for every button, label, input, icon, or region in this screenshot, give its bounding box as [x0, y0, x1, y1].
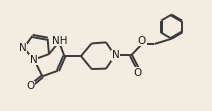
- Text: O: O: [134, 68, 142, 78]
- Text: NH: NH: [52, 36, 68, 46]
- Text: N: N: [30, 55, 38, 64]
- Text: O: O: [138, 36, 146, 46]
- Text: O: O: [26, 81, 35, 91]
- Text: N: N: [112, 50, 119, 60]
- Text: N: N: [19, 43, 26, 53]
